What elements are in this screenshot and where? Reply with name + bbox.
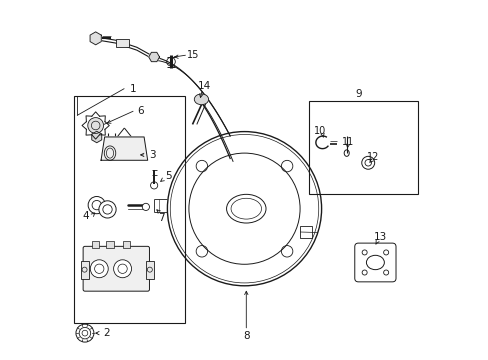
Text: 7: 7 xyxy=(158,213,164,223)
Bar xyxy=(74,96,185,323)
FancyBboxPatch shape xyxy=(354,243,395,282)
Text: 9: 9 xyxy=(354,89,361,99)
Circle shape xyxy=(361,156,374,169)
Text: 6: 6 xyxy=(137,106,143,116)
Circle shape xyxy=(113,260,131,278)
Text: 8: 8 xyxy=(243,331,249,341)
Text: 12: 12 xyxy=(366,152,378,162)
Bar xyxy=(106,241,113,248)
Bar xyxy=(145,261,153,279)
Circle shape xyxy=(88,118,103,134)
Text: 3: 3 xyxy=(148,150,155,160)
Bar xyxy=(116,39,129,47)
Bar xyxy=(92,241,99,248)
Circle shape xyxy=(99,201,116,218)
Text: 4: 4 xyxy=(82,211,89,221)
Text: 2: 2 xyxy=(103,328,109,338)
Text: 1: 1 xyxy=(130,84,136,94)
Ellipse shape xyxy=(194,94,208,105)
Circle shape xyxy=(88,197,105,214)
Polygon shape xyxy=(101,137,147,160)
Bar xyxy=(81,261,88,279)
Text: 14: 14 xyxy=(197,81,210,91)
Bar xyxy=(122,241,129,248)
FancyBboxPatch shape xyxy=(83,246,149,291)
Polygon shape xyxy=(90,32,101,45)
Polygon shape xyxy=(148,52,159,62)
Circle shape xyxy=(90,260,108,278)
Circle shape xyxy=(76,324,94,342)
Text: 10: 10 xyxy=(313,126,325,135)
Text: 11: 11 xyxy=(341,138,353,147)
Text: 5: 5 xyxy=(164,171,171,181)
Text: 15: 15 xyxy=(187,50,200,60)
Text: 13: 13 xyxy=(373,232,386,242)
Polygon shape xyxy=(92,131,102,143)
Bar xyxy=(300,226,311,238)
Circle shape xyxy=(142,203,149,211)
Bar xyxy=(308,101,418,194)
